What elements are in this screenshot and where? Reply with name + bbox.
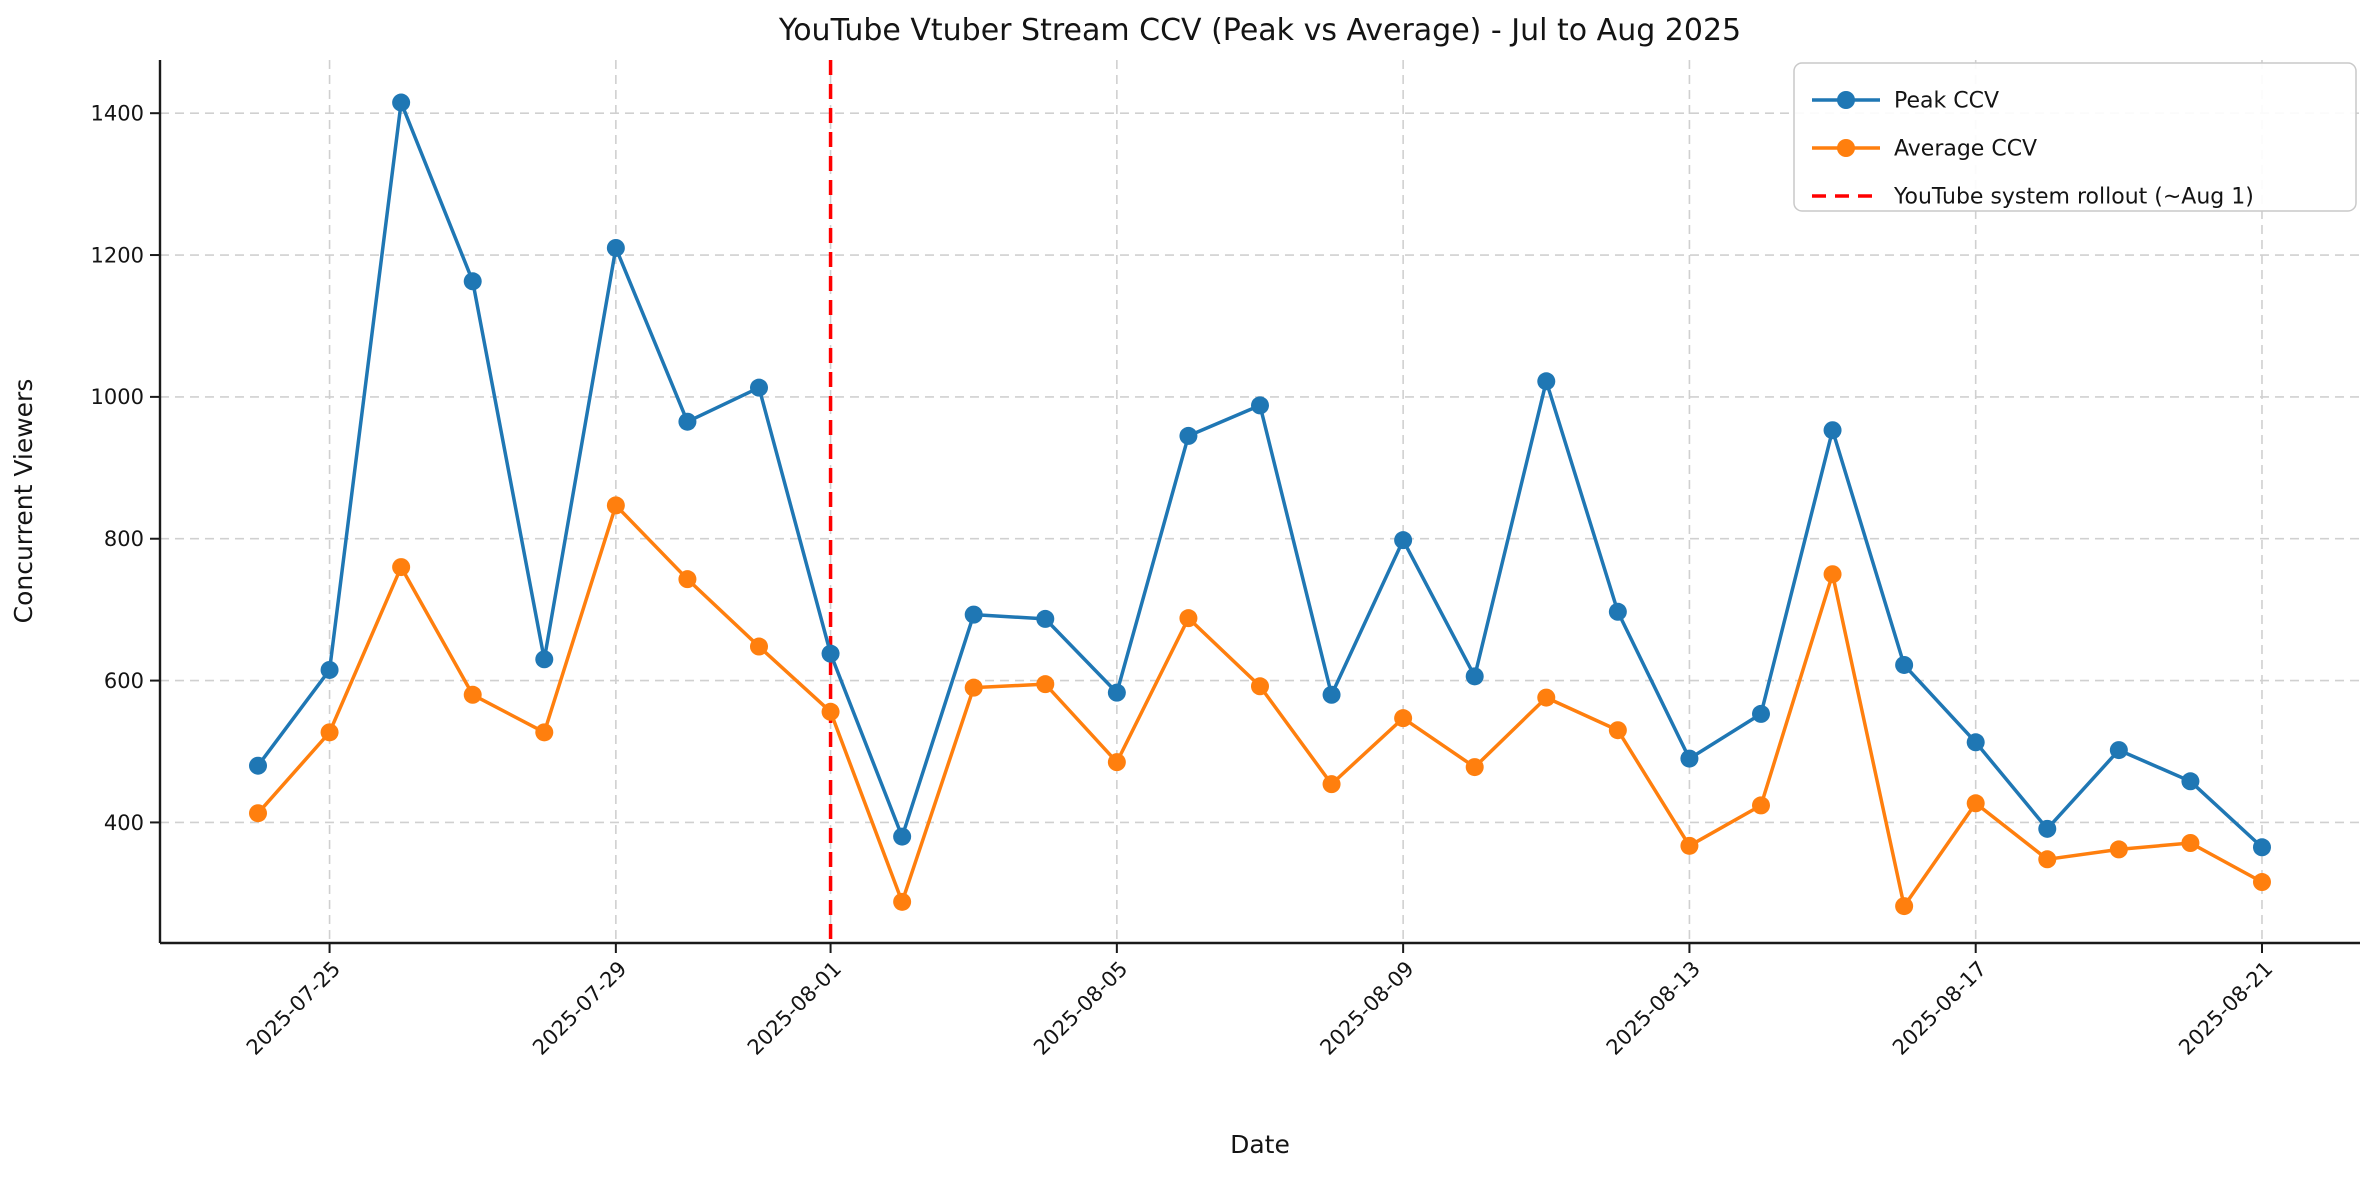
average-ccv-series-point	[2181, 833, 2200, 852]
average-ccv-series-point	[1107, 753, 1126, 772]
average-ccv-series-point	[2038, 850, 2057, 869]
legend-entry-average: Average CCV	[1812, 137, 2037, 162]
peak-ccv-series-point	[1107, 683, 1126, 702]
average-ccv-series-point	[2252, 873, 2271, 892]
x-axis-label: Date	[1230, 1130, 1290, 1159]
peak-ccv-series-point	[320, 660, 339, 679]
average-ccv-series-point	[678, 570, 697, 589]
peak-ccv-series	[249, 93, 2271, 857]
x-tick-label: 2025-08-09	[1315, 957, 1418, 1060]
x-tick-label: 2025-08-13	[1602, 957, 1705, 1060]
legend-label-peak: Peak CCV	[1894, 89, 1999, 114]
average-ccv-series-point	[463, 685, 482, 704]
y-tick-label: 1400	[91, 102, 144, 126]
peak-ccv-series-point	[535, 650, 554, 669]
average-marker-swatch	[1837, 139, 1855, 157]
average-ccv-series-point	[1966, 794, 1985, 813]
peak-ccv-series-point	[463, 272, 482, 291]
peak-marker-swatch	[1837, 91, 1855, 109]
average-ccv-series-line	[256, 503, 2264, 908]
average-ccv-series-point	[964, 678, 983, 697]
y-tick-label: 1200	[91, 243, 144, 267]
peak-ccv-series-point	[2038, 819, 2057, 838]
peak-ccv-series-point	[1608, 602, 1627, 621]
y-tick-label: 600	[104, 669, 144, 693]
peak-ccv-series-point	[392, 93, 411, 112]
gridlines	[160, 60, 2360, 943]
peak-ccv-series-point	[678, 412, 697, 431]
average-ccv-series-point	[821, 702, 840, 721]
x-tick-label: 2025-07-25	[242, 957, 345, 1060]
average-ccv-series-point	[1680, 836, 1699, 855]
x-tick-label: 2025-08-01	[743, 957, 846, 1060]
legend-label-rollout: YouTube system rollout (~Aug 1)	[1893, 185, 2254, 210]
average-ccv-series-point	[392, 558, 411, 577]
average-ccv-series-point	[1608, 721, 1627, 740]
peak-ccv-series-point	[1394, 531, 1413, 550]
average-ccv-series-point	[249, 804, 267, 823]
average-ccv-series-point	[1322, 775, 1341, 794]
peak-ccv-series-point	[606, 238, 625, 257]
legend-box	[1793, 62, 2357, 212]
legend-entry-rollout: YouTube system rollout (~Aug 1)	[1812, 185, 2254, 210]
legend-label-average: Average CCV	[1894, 137, 2037, 162]
average-ccv-series-point	[1537, 688, 1556, 707]
average-ccv-series-point	[2109, 840, 2128, 859]
chart-title: YouTube Vtuber Stream CCV (Peak vs Avera…	[778, 13, 1741, 48]
peak-ccv-series-point	[1036, 609, 1055, 628]
average-ccv-series-point	[749, 637, 768, 656]
peak-ccv-series-point	[1322, 685, 1341, 704]
average-ccv-series	[249, 496, 2271, 916]
x-tick-label: 2025-07-29	[528, 957, 631, 1060]
average-ccv-series-point	[1036, 675, 1055, 694]
average-ccv-series-point	[1394, 709, 1413, 728]
peak-ccv-series-point	[249, 756, 267, 775]
peak-ccv-series-point	[2109, 741, 2128, 760]
legend: Peak CCV Average CCV YouTube system roll…	[1793, 62, 2357, 212]
average-ccv-series-point	[1465, 758, 1484, 777]
peak-ccv-series-point	[821, 644, 840, 663]
peak-ccv-series-point	[1179, 426, 1198, 445]
average-ccv-series-point	[535, 723, 554, 742]
average-ccv-series-point	[1751, 796, 1770, 815]
y-axis-label: Concurrent Viewers	[9, 379, 38, 624]
x-tick-label: 2025-08-21	[2174, 957, 2277, 1060]
x-tick-label: 2025-08-05	[1029, 957, 1132, 1060]
peak-ccv-series-point	[1465, 667, 1484, 686]
average-ccv-series-point	[1823, 565, 1842, 584]
peak-ccv-series-point	[964, 605, 983, 624]
y-tick-label: 400	[104, 811, 144, 835]
peak-ccv-series-point	[1537, 372, 1556, 391]
data-series-layer	[249, 93, 2271, 916]
x-tick-label: 2025-08-17	[1888, 957, 1991, 1060]
peak-ccv-series-point	[2252, 838, 2271, 857]
average-ccv-series-point	[893, 892, 912, 911]
average-ccv-series-point	[320, 723, 339, 742]
peak-ccv-series-point	[1823, 421, 1842, 440]
average-ccv-series-point	[1250, 677, 1269, 696]
average-ccv-series-point	[1895, 897, 1914, 916]
peak-ccv-series-line	[256, 100, 2264, 850]
legend-entry-peak: Peak CCV	[1812, 89, 1999, 114]
y-tick-label: 1000	[91, 385, 144, 409]
peak-ccv-series-point	[1250, 396, 1269, 415]
y-tick-label: 800	[104, 527, 144, 551]
peak-ccv-series-point	[893, 827, 912, 846]
average-ccv-series-point	[606, 496, 625, 515]
peak-ccv-series-point	[1966, 733, 1985, 752]
peak-ccv-series-point	[2181, 772, 2200, 791]
peak-ccv-series-point	[1680, 749, 1699, 768]
peak-ccv-series-point	[749, 378, 768, 397]
peak-ccv-series-point	[1751, 704, 1770, 723]
peak-ccv-series-point	[1895, 655, 1914, 674]
average-ccv-series-point	[1179, 609, 1198, 628]
